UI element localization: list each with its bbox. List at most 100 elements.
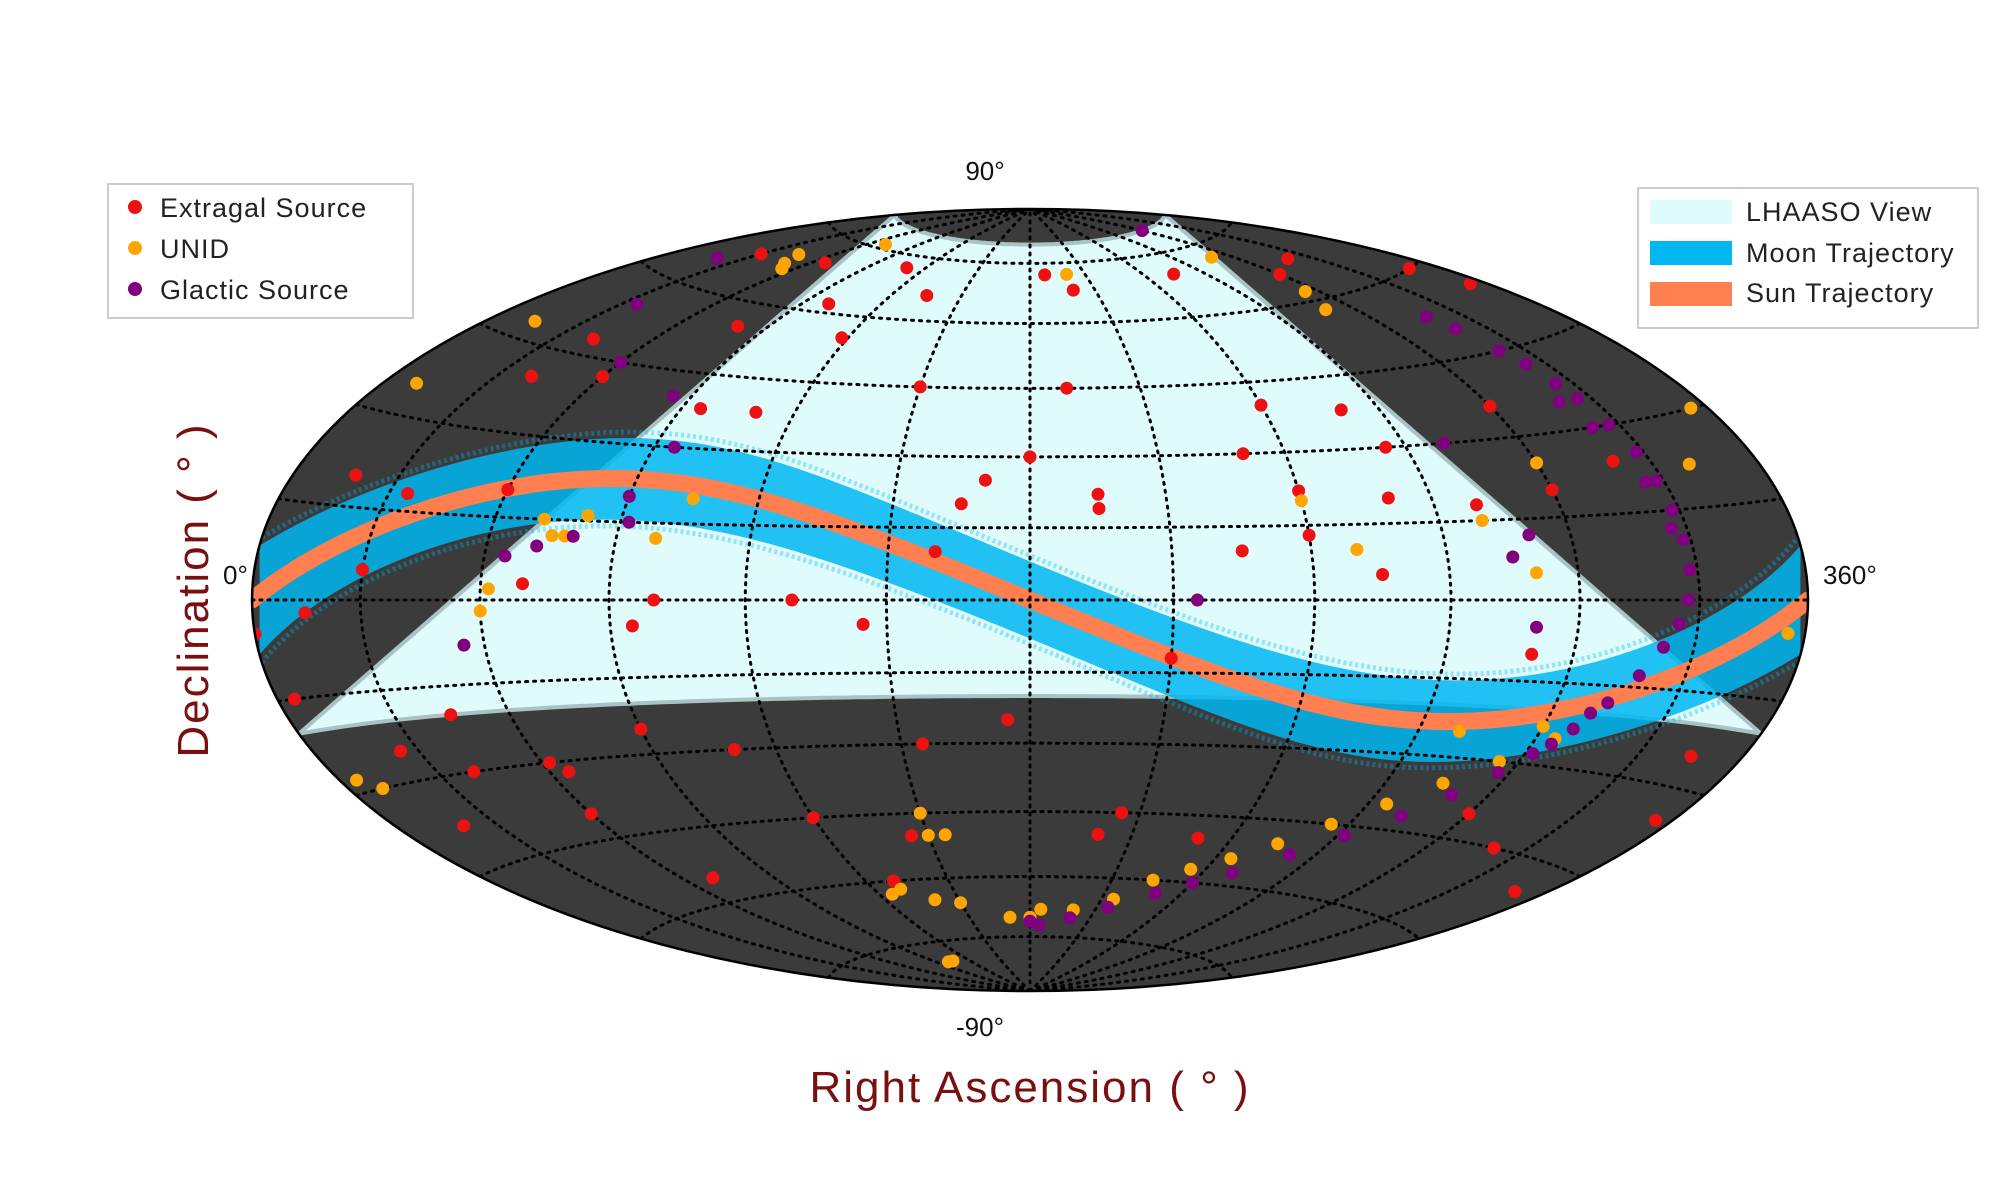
unid-point [1682, 457, 1696, 471]
extragal-source-point [954, 497, 968, 511]
extragal-source-point [1091, 827, 1105, 841]
galactic-source-point [1101, 900, 1115, 914]
extragal-source-point [444, 708, 458, 722]
galactic-source-point [1665, 503, 1679, 517]
unid-point [350, 773, 364, 787]
galactic-source-point [457, 638, 471, 652]
extragal-source-point [835, 331, 849, 345]
unid-point [1294, 494, 1308, 508]
legend-marker-unid [128, 241, 142, 255]
unid-point [482, 582, 495, 596]
legend-marker-galactic [128, 282, 142, 296]
extragal-source-point [525, 369, 538, 383]
extragal-source-point [916, 737, 930, 751]
extragal-source-point [401, 487, 415, 500]
extragal-source-point [288, 692, 302, 706]
unid-point [1271, 837, 1285, 851]
extragal-source-point [1038, 268, 1052, 282]
extragal-source-point [647, 593, 661, 607]
source-points [252, 224, 1795, 969]
galactic-source-point [1449, 322, 1462, 336]
galactic-source-point [530, 539, 544, 553]
galactic-source-point [1522, 528, 1536, 542]
galactic-source-point [1566, 722, 1580, 736]
unid-point [581, 509, 595, 523]
unid-point [1684, 401, 1698, 415]
extragal-source-point [1066, 283, 1080, 297]
galactic-source-point [1683, 563, 1697, 577]
legend-marker-extragal [128, 200, 142, 214]
unid-point [913, 806, 927, 820]
extragal-source-point [1023, 450, 1037, 464]
extragal-source-point [356, 563, 369, 577]
extragal-source-point [625, 619, 639, 633]
unid-point [954, 896, 968, 910]
y-axis-title: Declination ( ° ) [169, 422, 218, 757]
extragal-source-point [1191, 831, 1205, 845]
unid-point [1034, 902, 1048, 916]
extragal-source-point [749, 405, 763, 419]
galactic-source-point [1672, 617, 1686, 631]
extragal-source-point [1379, 440, 1393, 454]
galactic-source-point [666, 389, 680, 403]
unid-point [928, 893, 942, 907]
extragal-source-point [1273, 267, 1287, 281]
unid-point [1536, 719, 1550, 733]
tick-label-ra-0: 0° [223, 560, 248, 590]
galactic-source-point [1665, 521, 1679, 535]
grid-meridian [358, 209, 1032, 991]
unid-point [921, 828, 935, 842]
extragal-source-point [1545, 483, 1559, 497]
unid-point [473, 604, 487, 618]
extragal-source-point [706, 871, 720, 885]
unid-point [528, 314, 542, 328]
extragal-source-point [1470, 498, 1483, 512]
extragal-source-point [516, 577, 529, 591]
unid-point [1298, 285, 1312, 298]
galactic-source-point [1491, 766, 1505, 779]
extragal-source-point [584, 807, 598, 821]
extragal-source-point [298, 606, 312, 620]
legend-swatch-moon-trajectory [1650, 241, 1732, 265]
extragal-source-point [467, 765, 481, 779]
extragal-source-point [1606, 454, 1620, 468]
galactic-source-point [1394, 809, 1408, 823]
extragal-source-point [1334, 403, 1348, 417]
extragal-source-point [694, 402, 708, 416]
unid-point [649, 531, 663, 545]
unid-point [545, 529, 559, 543]
extragal-source-point [1381, 491, 1395, 505]
grid-meridian [478, 209, 1032, 991]
grid-meridian [884, 209, 1032, 991]
extragal-source-point [1092, 502, 1106, 515]
extragal-source-point [1164, 651, 1178, 665]
extragal-source-point [394, 744, 408, 758]
extragal-source-point [562, 765, 576, 779]
extragal-source-point [822, 297, 836, 311]
tick-label-dec-90: 90° [965, 156, 1004, 186]
galactic-source-point [1135, 224, 1149, 238]
extragal-source-point [1281, 252, 1295, 266]
unid-point [1350, 543, 1364, 556]
unid-point [376, 782, 390, 795]
unid-point [894, 882, 908, 896]
extragal-source-point [818, 256, 832, 270]
unid-point [1436, 776, 1450, 790]
coordinate-grid [252, 209, 1808, 991]
galactic-source-point [1602, 418, 1616, 432]
unid-point [1781, 626, 1795, 640]
galactic-source-point [1549, 377, 1563, 391]
galactic-source-point [1526, 747, 1540, 761]
extragal-source-point [1487, 841, 1501, 855]
extragal-source-point [596, 370, 609, 384]
galactic-source-point [1149, 886, 1163, 900]
extragal-source-point [900, 261, 914, 275]
extragal-source-point [1060, 381, 1074, 395]
extragal-source-point [785, 593, 799, 607]
grid-meridian [1028, 209, 1453, 991]
extragal-source-point [1508, 885, 1522, 898]
galactic-source-point [1657, 640, 1670, 654]
galactic-source-point [1649, 474, 1663, 488]
grid-meridian [743, 209, 1032, 991]
legend-label-unid: UNID [160, 234, 230, 264]
